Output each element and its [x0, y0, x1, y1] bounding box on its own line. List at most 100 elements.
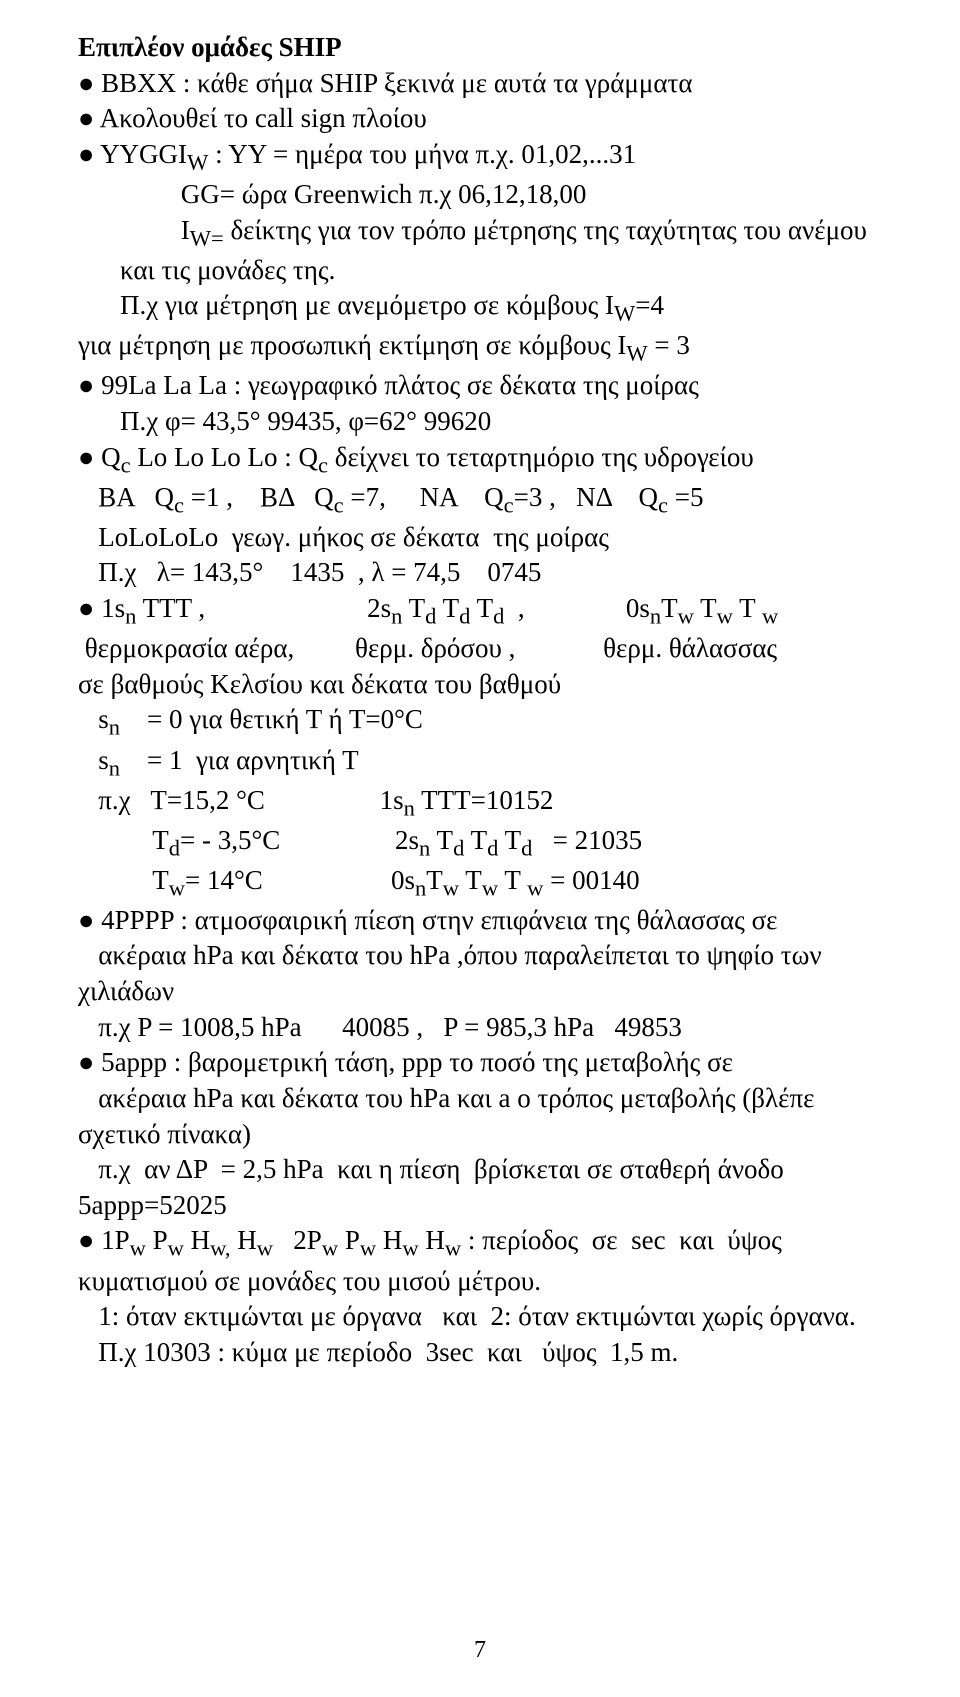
sub: n	[109, 715, 120, 740]
sub: w	[762, 603, 778, 628]
text: T	[78, 825, 169, 855]
sub: n	[391, 603, 402, 628]
text: Π.χ 10303 : κύμα με περίοδο 3sec και ύψο…	[78, 1337, 678, 1367]
text: 5appp : βαρομετρική τάση, ppp το ποσό τη…	[101, 1047, 733, 1077]
sub: w	[360, 1236, 376, 1261]
text: =5	[668, 482, 703, 512]
sub: w	[322, 1236, 338, 1261]
sub: w	[130, 1236, 146, 1261]
text: για μέτρηση με προσωπική εκτίμηση σε κόμ…	[78, 330, 626, 360]
text: YYGGI	[100, 139, 187, 169]
line: π.χ P = 1008,5 hPa 40085 , P = 985,3 hPa…	[78, 1010, 882, 1046]
sub: w	[169, 875, 185, 900]
line: ακέραια hPa και δέκατα του hPa και a ο τ…	[78, 1081, 882, 1152]
sub: w	[257, 1236, 273, 1261]
sub: W	[626, 341, 647, 366]
text: H	[419, 1225, 445, 1255]
text: Π.χ φ= 43,5° 99435, φ=62° 99620	[120, 406, 491, 436]
sub: c	[121, 452, 131, 477]
sub: w	[445, 1236, 461, 1261]
line: Π.χ 10303 : κύμα με περίοδο 3sec και ύψο…	[78, 1335, 882, 1371]
sub: c	[334, 492, 344, 517]
line: π.χ Τ=15,2 °C 1sn TTT=10152	[78, 783, 882, 823]
text: π.χ P = 1008,5 hPa 40085 , P = 985,3 hPa…	[78, 1012, 682, 1042]
sub: d	[459, 603, 470, 628]
text: P	[338, 1225, 360, 1255]
text: = - 3,5°C 2s	[180, 825, 419, 855]
text: π.χ αν ΔP = 2,5 hPa και η πίεση βρίσκετα…	[78, 1154, 804, 1220]
text: π.χ Τ=15,2 °C 1s	[78, 785, 404, 815]
text: = 00140	[543, 865, 639, 895]
bullet-line: 1Pw Pw Hw, Hw 2Pw Pw Hw Hw : περίοδος σε…	[78, 1223, 882, 1263]
line: Tw= 14°C 0snTw Tw T w = 00140	[78, 863, 882, 903]
sub: W	[614, 301, 635, 326]
text: : YY = ημέρα του μήνα π.χ. 01,02,...31	[208, 139, 636, 169]
line: Π.χ λ= 143,5° 1435 , λ = 74,5 0745	[78, 555, 882, 591]
text: T	[733, 593, 762, 623]
sub: W=	[190, 225, 224, 250]
text: : περίοδος σε sec και ύψος	[461, 1225, 782, 1255]
sub: n	[404, 795, 415, 820]
sub: d	[521, 835, 532, 860]
bullet-line: 99La La La : γεωγραφικό πλάτος σε δέκατα…	[78, 368, 882, 404]
bullet-line: 1sn TTT , 2sn Td Td Td , 0snTw Tw T w	[78, 591, 882, 631]
text: T	[426, 865, 443, 895]
text: 99La La La : γεωγραφικό πλάτος σε δέκατα…	[101, 370, 699, 400]
text: BBXX : κάθε σήμα SHIP ξεκινά με αυτά τα …	[101, 68, 692, 98]
sub: w	[717, 603, 733, 628]
text: 1s	[101, 593, 125, 623]
text: H	[376, 1225, 402, 1255]
sub: c	[174, 492, 184, 517]
sub: w	[402, 1236, 418, 1261]
text: s	[78, 704, 109, 734]
line: για μέτρηση με προσωπική εκτίμηση σε κόμ…	[78, 328, 882, 368]
sub: c	[504, 492, 514, 517]
sub: n	[125, 603, 136, 628]
sub: d	[169, 835, 180, 860]
page-number: 7	[0, 1635, 960, 1667]
sub: w,	[210, 1236, 230, 1261]
bullet-line: Qc Lo Lo Lo Lo : Qc δείχνει το τεταρτημό…	[78, 440, 882, 480]
text: TTT , 2s	[136, 593, 391, 623]
sub: n	[650, 603, 661, 628]
text: δείκτης για τον τρόπο μέτρησης της ταχύτ…	[120, 215, 867, 285]
sub: c	[318, 452, 328, 477]
bullet-line: Ακολουθεί το call sign πλοίου	[78, 101, 882, 137]
text: LoLoLoLo γεωγ. μήκος σε δέκατα της μοίρα…	[78, 522, 609, 552]
text: T	[436, 593, 459, 623]
text: T	[498, 825, 521, 855]
text: κυματισμού σε μονάδες του μισού μέτρου.	[78, 1266, 541, 1296]
document-page: Επιπλέον ομάδες SHIP BBXX : κάθε σήμα SH…	[0, 0, 960, 1697]
text: T	[661, 593, 678, 623]
indent-line: Π.χ για μέτρηση με ανεμόμετρο σε κόμβους…	[78, 288, 882, 328]
text: ΒΑ Q	[78, 482, 174, 512]
text: σε βαθμούς Κελσίου και δέκατα του βαθμού	[78, 669, 561, 699]
text: 2P	[273, 1225, 322, 1255]
text: T	[78, 865, 169, 895]
bullet-line: BBXX : κάθε σήμα SHIP ξεκινά με αυτά τα …	[78, 66, 882, 102]
text: T	[459, 865, 482, 895]
sub: w	[678, 603, 694, 628]
text: = 1 για αρνητική Τ	[120, 745, 359, 775]
text: ακέραια hPa και δέκατα του hPa και a ο τ…	[78, 1083, 821, 1149]
text: GG= ώρα Greenwich π.χ 06,12,18,00	[181, 179, 587, 209]
line: σε βαθμούς Κελσίου και δέκατα του βαθμού	[78, 667, 882, 703]
sub: w	[527, 875, 543, 900]
line: ακέραια hPa και δέκατα του hPa ,όπου παρ…	[78, 938, 882, 1009]
text: T	[402, 593, 425, 623]
text: =1 , ΒΔ Q	[184, 482, 334, 512]
text: =4	[635, 290, 664, 320]
sub: w	[482, 875, 498, 900]
sub: w	[443, 875, 459, 900]
indent-line: GG= ώρα Greenwich π.χ 06,12,18,00	[78, 177, 882, 213]
page-title: Επιπλέον ομάδες SHIP	[78, 30, 882, 66]
line: sn = 0 για θετική Τ ή Τ=0°C	[78, 702, 882, 742]
sub: n	[415, 875, 426, 900]
text: T	[694, 593, 717, 623]
sub: W	[187, 149, 208, 174]
sub: d	[487, 835, 498, 860]
sub: c	[658, 492, 668, 517]
text: , 0s	[504, 593, 650, 623]
text: 4PPPP : ατμοσφαιρική πίεση στην επιφάνει…	[101, 905, 777, 935]
indent-line: Π.χ φ= 43,5° 99435, φ=62° 99620	[78, 404, 882, 440]
